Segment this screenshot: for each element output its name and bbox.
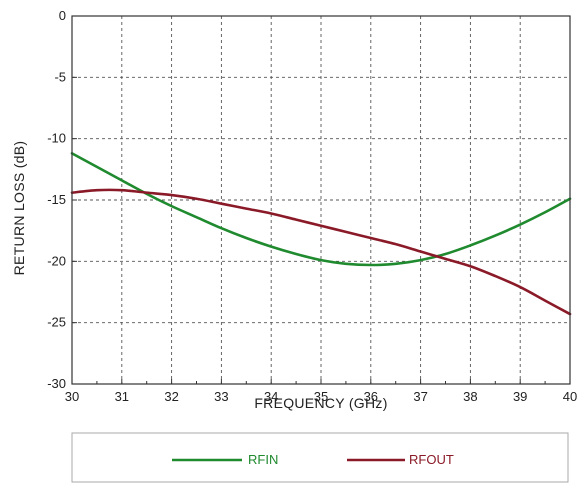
x-tick-label: 31 xyxy=(115,389,129,404)
x-tick-label: 38 xyxy=(463,389,477,404)
legend-label-rfout: RFOUT xyxy=(409,452,454,467)
legend-label-rfin: RFIN xyxy=(248,452,278,467)
x-tick-label: 40 xyxy=(563,389,577,404)
series-layer xyxy=(70,152,572,316)
x-tick-label: 39 xyxy=(513,389,527,404)
y-tick-label: -5 xyxy=(54,69,66,84)
series-line-rfout xyxy=(70,188,572,316)
x-tick-label: 36 xyxy=(364,389,378,404)
x-tick-label: 33 xyxy=(214,389,228,404)
y-tick-label: 0 xyxy=(59,8,66,23)
y-tick-label: -25 xyxy=(47,315,66,330)
y-tick-label: -30 xyxy=(47,376,66,391)
tick-labels: 30 31 32 33 34 35 36 37 38 39 40 0 -5 -10 -15 -20 -25 -30 xyxy=(47,8,577,404)
y-axis-title: RETURN LOSS (dB) xyxy=(11,141,27,276)
y-tick-label: -15 xyxy=(47,192,66,207)
y-tick-label: -10 xyxy=(47,131,66,146)
series-line-rfin xyxy=(70,152,572,267)
x-tick-label: 32 xyxy=(164,389,178,404)
legend-box xyxy=(71,432,569,483)
x-tick-label: 34 xyxy=(264,389,278,404)
axis-ticks xyxy=(71,15,571,385)
y-tick-label: -20 xyxy=(47,253,66,268)
x-tick-label: 30 xyxy=(65,389,79,404)
x-tick-label: 37 xyxy=(413,389,427,404)
grid-lines xyxy=(72,16,570,384)
x-axis-title: FREQUENCY (GHz) xyxy=(254,395,387,411)
legend: RFIN RFOUT xyxy=(71,432,569,483)
x-tick-label: 35 xyxy=(314,389,328,404)
